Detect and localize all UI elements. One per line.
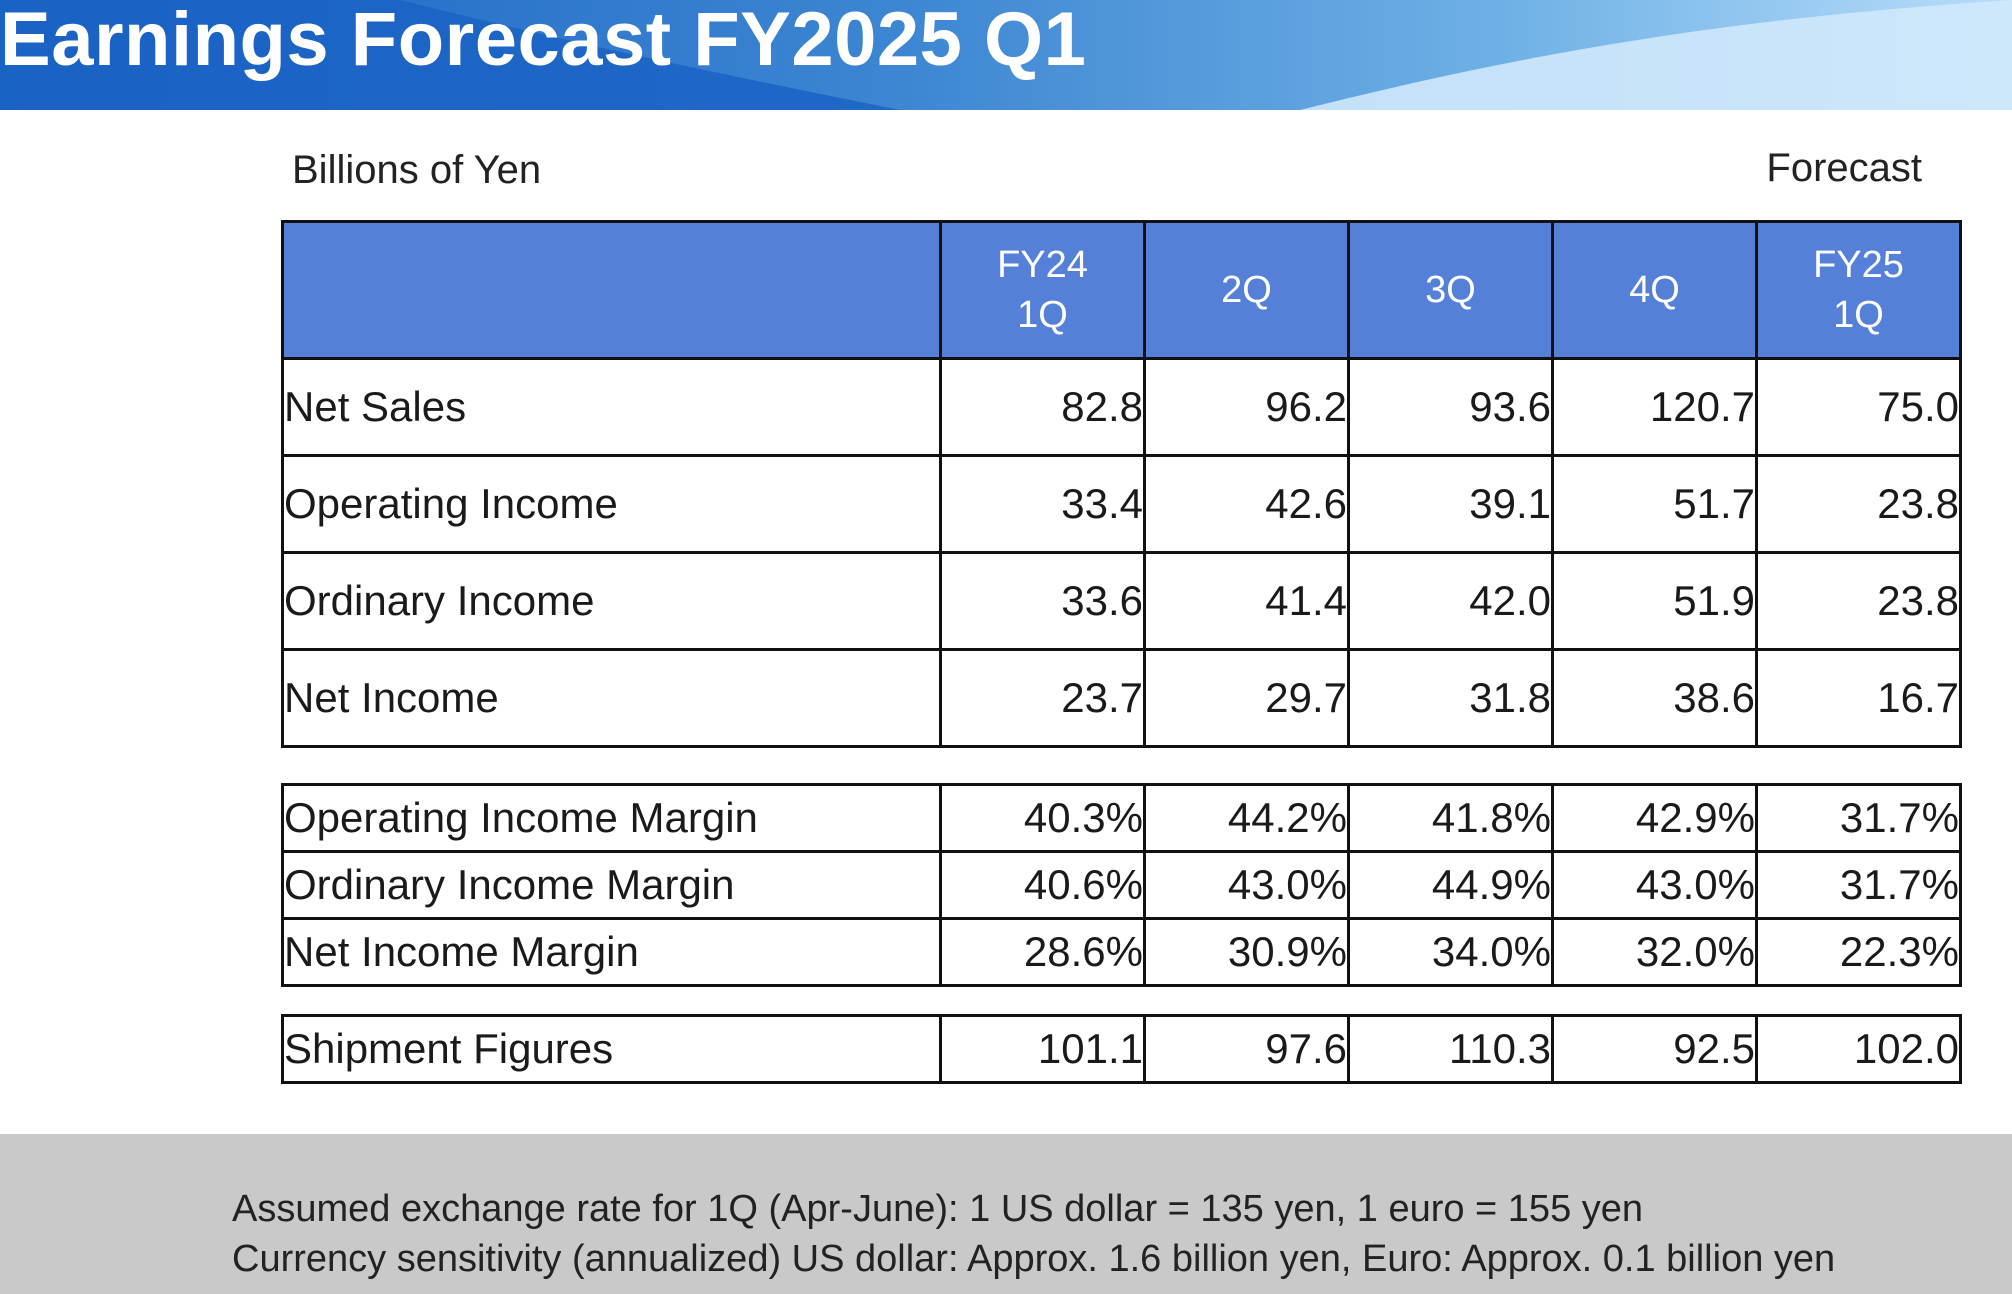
- forecast-caption: Forecast: [1766, 146, 1922, 190]
- row-label: Ordinary Income Margin: [281, 850, 942, 920]
- value-cell: 110.3: [1347, 1014, 1554, 1084]
- value-cell: 41.8%: [1347, 783, 1554, 853]
- value-cell: 97.6: [1143, 1014, 1350, 1084]
- header-corner: [281, 220, 942, 360]
- value-cell: 42.9%: [1551, 783, 1758, 853]
- value-cell: 44.9%: [1347, 850, 1554, 920]
- currency-sensitivity-note: Currency sensitivity (annualized) US dol…: [232, 1238, 1836, 1280]
- value-cell: 40.3%: [939, 783, 1146, 853]
- value-cell: 39.1: [1347, 454, 1554, 554]
- value-cell: 23.8: [1755, 454, 1962, 554]
- shipment-table: Shipment Figures 101.1 97.6 110.3 92.5 102.0: [281, 1014, 1962, 1084]
- column-header: 2Q: [1143, 220, 1350, 360]
- value-cell: 40.6%: [939, 850, 1146, 920]
- value-cell: 42.6: [1143, 454, 1350, 554]
- row-label: Operating Income: [281, 454, 942, 554]
- row-label: Net Sales: [281, 357, 942, 457]
- value-cell: 29.7: [1143, 648, 1350, 748]
- value-cell: 75.0: [1755, 357, 1962, 457]
- value-cell: 31.7%: [1755, 783, 1962, 853]
- exchange-rate-note: Assumed exchange rate for 1Q (Apr-June):…: [232, 1188, 1644, 1230]
- table-row: Net Income 23.7 29.7 31.8 38.6 16.7: [281, 648, 1962, 748]
- value-cell: 34.0%: [1347, 917, 1554, 987]
- value-cell: 96.2: [1143, 357, 1350, 457]
- row-label: Net Income Margin: [281, 917, 942, 987]
- column-header: 4Q: [1551, 220, 1758, 360]
- value-cell: 41.4: [1143, 551, 1350, 651]
- value-cell: 93.6: [1347, 357, 1554, 457]
- footer-notes: Assumed exchange rate for 1Q (Apr-June):…: [0, 1134, 2012, 1294]
- value-cell: 51.7: [1551, 454, 1758, 554]
- table-header-row: FY24 1Q 2Q 3Q 4Q FY25 1Q: [281, 220, 1962, 360]
- value-cell: 23.8: [1755, 551, 1962, 651]
- value-cell: 82.8: [939, 357, 1146, 457]
- value-cell: 28.6%: [939, 917, 1146, 987]
- row-label: Operating Income Margin: [281, 783, 942, 853]
- table-row: Net Sales 82.8 96.2 93.6 120.7 75.0: [281, 357, 1962, 457]
- income-table: FY24 1Q 2Q 3Q 4Q FY25 1Q Net Sales 82.8 96.2…: [281, 220, 1962, 748]
- column-header: 3Q: [1347, 220, 1554, 360]
- table-row: Ordinary Income Margin 40.6% 43.0% 44.9% 43.…: [281, 850, 1962, 920]
- header-banner: Earnings Forecast FY2025 Q1: [0, 0, 2012, 110]
- value-cell: 31.8: [1347, 648, 1554, 748]
- value-cell: 30.9%: [1143, 917, 1350, 987]
- value-cell: 120.7: [1551, 357, 1758, 457]
- value-cell: 101.1: [939, 1014, 1146, 1084]
- value-cell: 51.9: [1551, 551, 1758, 651]
- table-row: Operating Income Margin 40.3% 44.2% 41.8% 42…: [281, 783, 1962, 853]
- value-cell: 16.7: [1755, 648, 1962, 748]
- banner-background: [0, 0, 2012, 110]
- value-cell: 38.6: [1551, 648, 1758, 748]
- column-header: FY25 1Q: [1755, 220, 1962, 360]
- table-row: Shipment Figures 101.1 97.6 110.3 92.5 102.0: [281, 1014, 1962, 1084]
- table-row: Ordinary Income 33.6 41.4 42.0 51.9 23.8: [281, 551, 1962, 651]
- row-label: Shipment Figures: [281, 1014, 942, 1084]
- page-title: Earnings Forecast FY2025 Q1: [0, 0, 1087, 82]
- value-cell: 102.0: [1755, 1014, 1962, 1084]
- value-cell: 43.0%: [1551, 850, 1758, 920]
- margin-table: Operating Income Margin 40.3% 44.2% 41.8% 42…: [281, 783, 1962, 987]
- value-cell: 22.3%: [1755, 917, 1962, 987]
- table-row: Net Income Margin 28.6% 30.9% 34.0% 32.0% 22.…: [281, 917, 1962, 987]
- table-row: Operating Income 33.4 42.6 39.1 51.7 23.8: [281, 454, 1962, 554]
- unit-caption: Billions of Yen: [292, 148, 542, 192]
- value-cell: 23.7: [939, 648, 1146, 748]
- row-label: Ordinary Income: [281, 551, 942, 651]
- value-cell: 31.7%: [1755, 850, 1962, 920]
- column-header: FY24 1Q: [939, 220, 1146, 360]
- value-cell: 43.0%: [1143, 850, 1350, 920]
- value-cell: 32.0%: [1551, 917, 1758, 987]
- value-cell: 42.0: [1347, 551, 1554, 651]
- value-cell: 33.4: [939, 454, 1146, 554]
- value-cell: 33.6: [939, 551, 1146, 651]
- row-label: Net Income: [281, 648, 942, 748]
- value-cell: 44.2%: [1143, 783, 1350, 853]
- value-cell: 92.5: [1551, 1014, 1758, 1084]
